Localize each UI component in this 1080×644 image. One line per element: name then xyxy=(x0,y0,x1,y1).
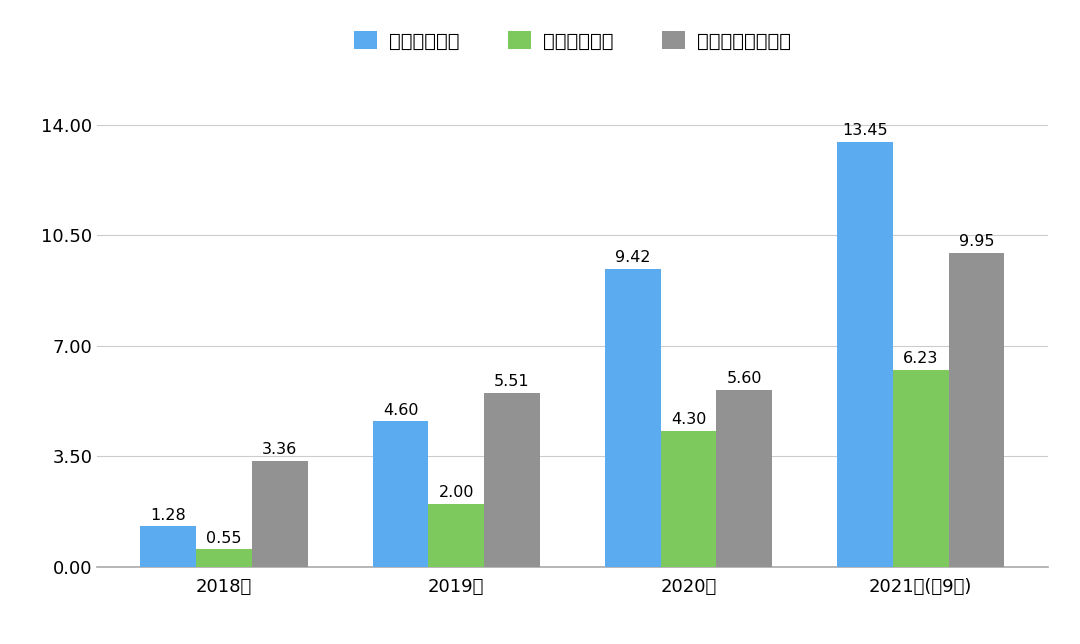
Text: 13.45: 13.45 xyxy=(842,123,888,138)
Bar xyxy=(948,252,1004,567)
Text: 1.28: 1.28 xyxy=(150,507,186,522)
Bar xyxy=(716,390,772,567)
Text: 3.36: 3.36 xyxy=(262,442,297,457)
Bar xyxy=(429,504,484,567)
Text: 4.60: 4.60 xyxy=(382,402,418,418)
Text: 5.60: 5.60 xyxy=(727,371,762,386)
Bar xyxy=(140,526,197,567)
Bar xyxy=(197,549,252,567)
Bar xyxy=(661,431,716,567)
Text: 9.42: 9.42 xyxy=(615,251,650,265)
Text: 2.00: 2.00 xyxy=(438,485,474,500)
Text: 9.95: 9.95 xyxy=(959,234,995,249)
Text: 0.55: 0.55 xyxy=(206,531,242,545)
Bar xyxy=(837,142,893,567)
Bar xyxy=(893,370,948,567)
Text: 4.30: 4.30 xyxy=(671,412,706,427)
Legend: 收入（亿元）, 毛利（亿元）, 经营亏损（亿元）: 收入（亿元）, 毛利（亿元）, 经营亏损（亿元） xyxy=(346,23,799,59)
Bar xyxy=(484,393,540,567)
Text: 5.51: 5.51 xyxy=(495,374,530,389)
Text: 6.23: 6.23 xyxy=(903,351,939,366)
Bar xyxy=(252,460,308,567)
Bar xyxy=(605,269,661,567)
Bar xyxy=(373,421,429,567)
